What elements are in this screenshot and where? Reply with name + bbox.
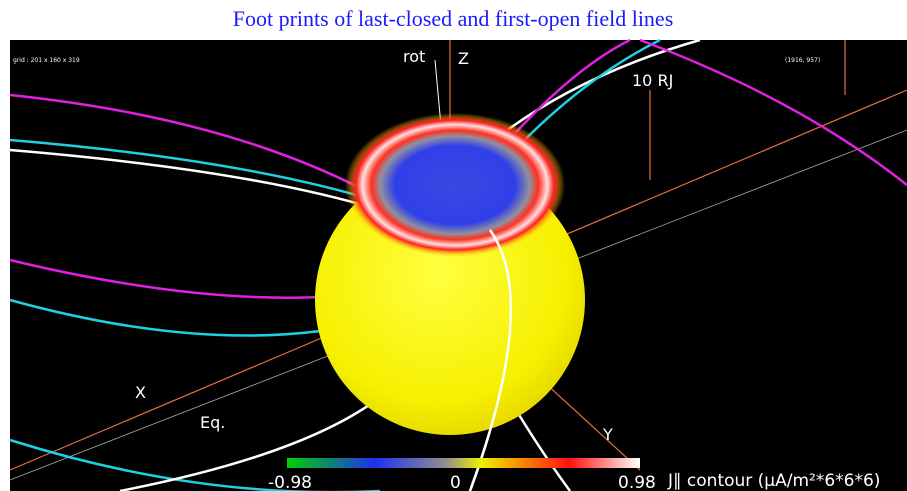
scale-label: 10 RJ bbox=[632, 71, 673, 90]
equator-label: Eq. bbox=[200, 413, 225, 432]
y-label: Y bbox=[602, 425, 613, 444]
x-label: X bbox=[135, 383, 146, 402]
view-coords: (1916, 957) bbox=[785, 57, 820, 64]
rot-label: rot bbox=[403, 47, 425, 66]
colorbar-caption: J∥ contour (μA/m²*6*6*6) bbox=[667, 471, 880, 491]
colorbar-max: 0.98 bbox=[618, 473, 656, 491]
field-line-front bbox=[468, 229, 513, 491]
colorbar-min: -0.98 bbox=[268, 473, 312, 491]
colorbar-mid: 0 bbox=[450, 473, 461, 491]
auroral-oval bbox=[345, 113, 565, 257]
z-label: Z bbox=[458, 49, 469, 68]
title: Foot prints of last-closed and first-ope… bbox=[233, 6, 674, 31]
grid-info: grid : 201 x 160 x 319 bbox=[13, 57, 80, 64]
colorbar bbox=[287, 458, 640, 468]
